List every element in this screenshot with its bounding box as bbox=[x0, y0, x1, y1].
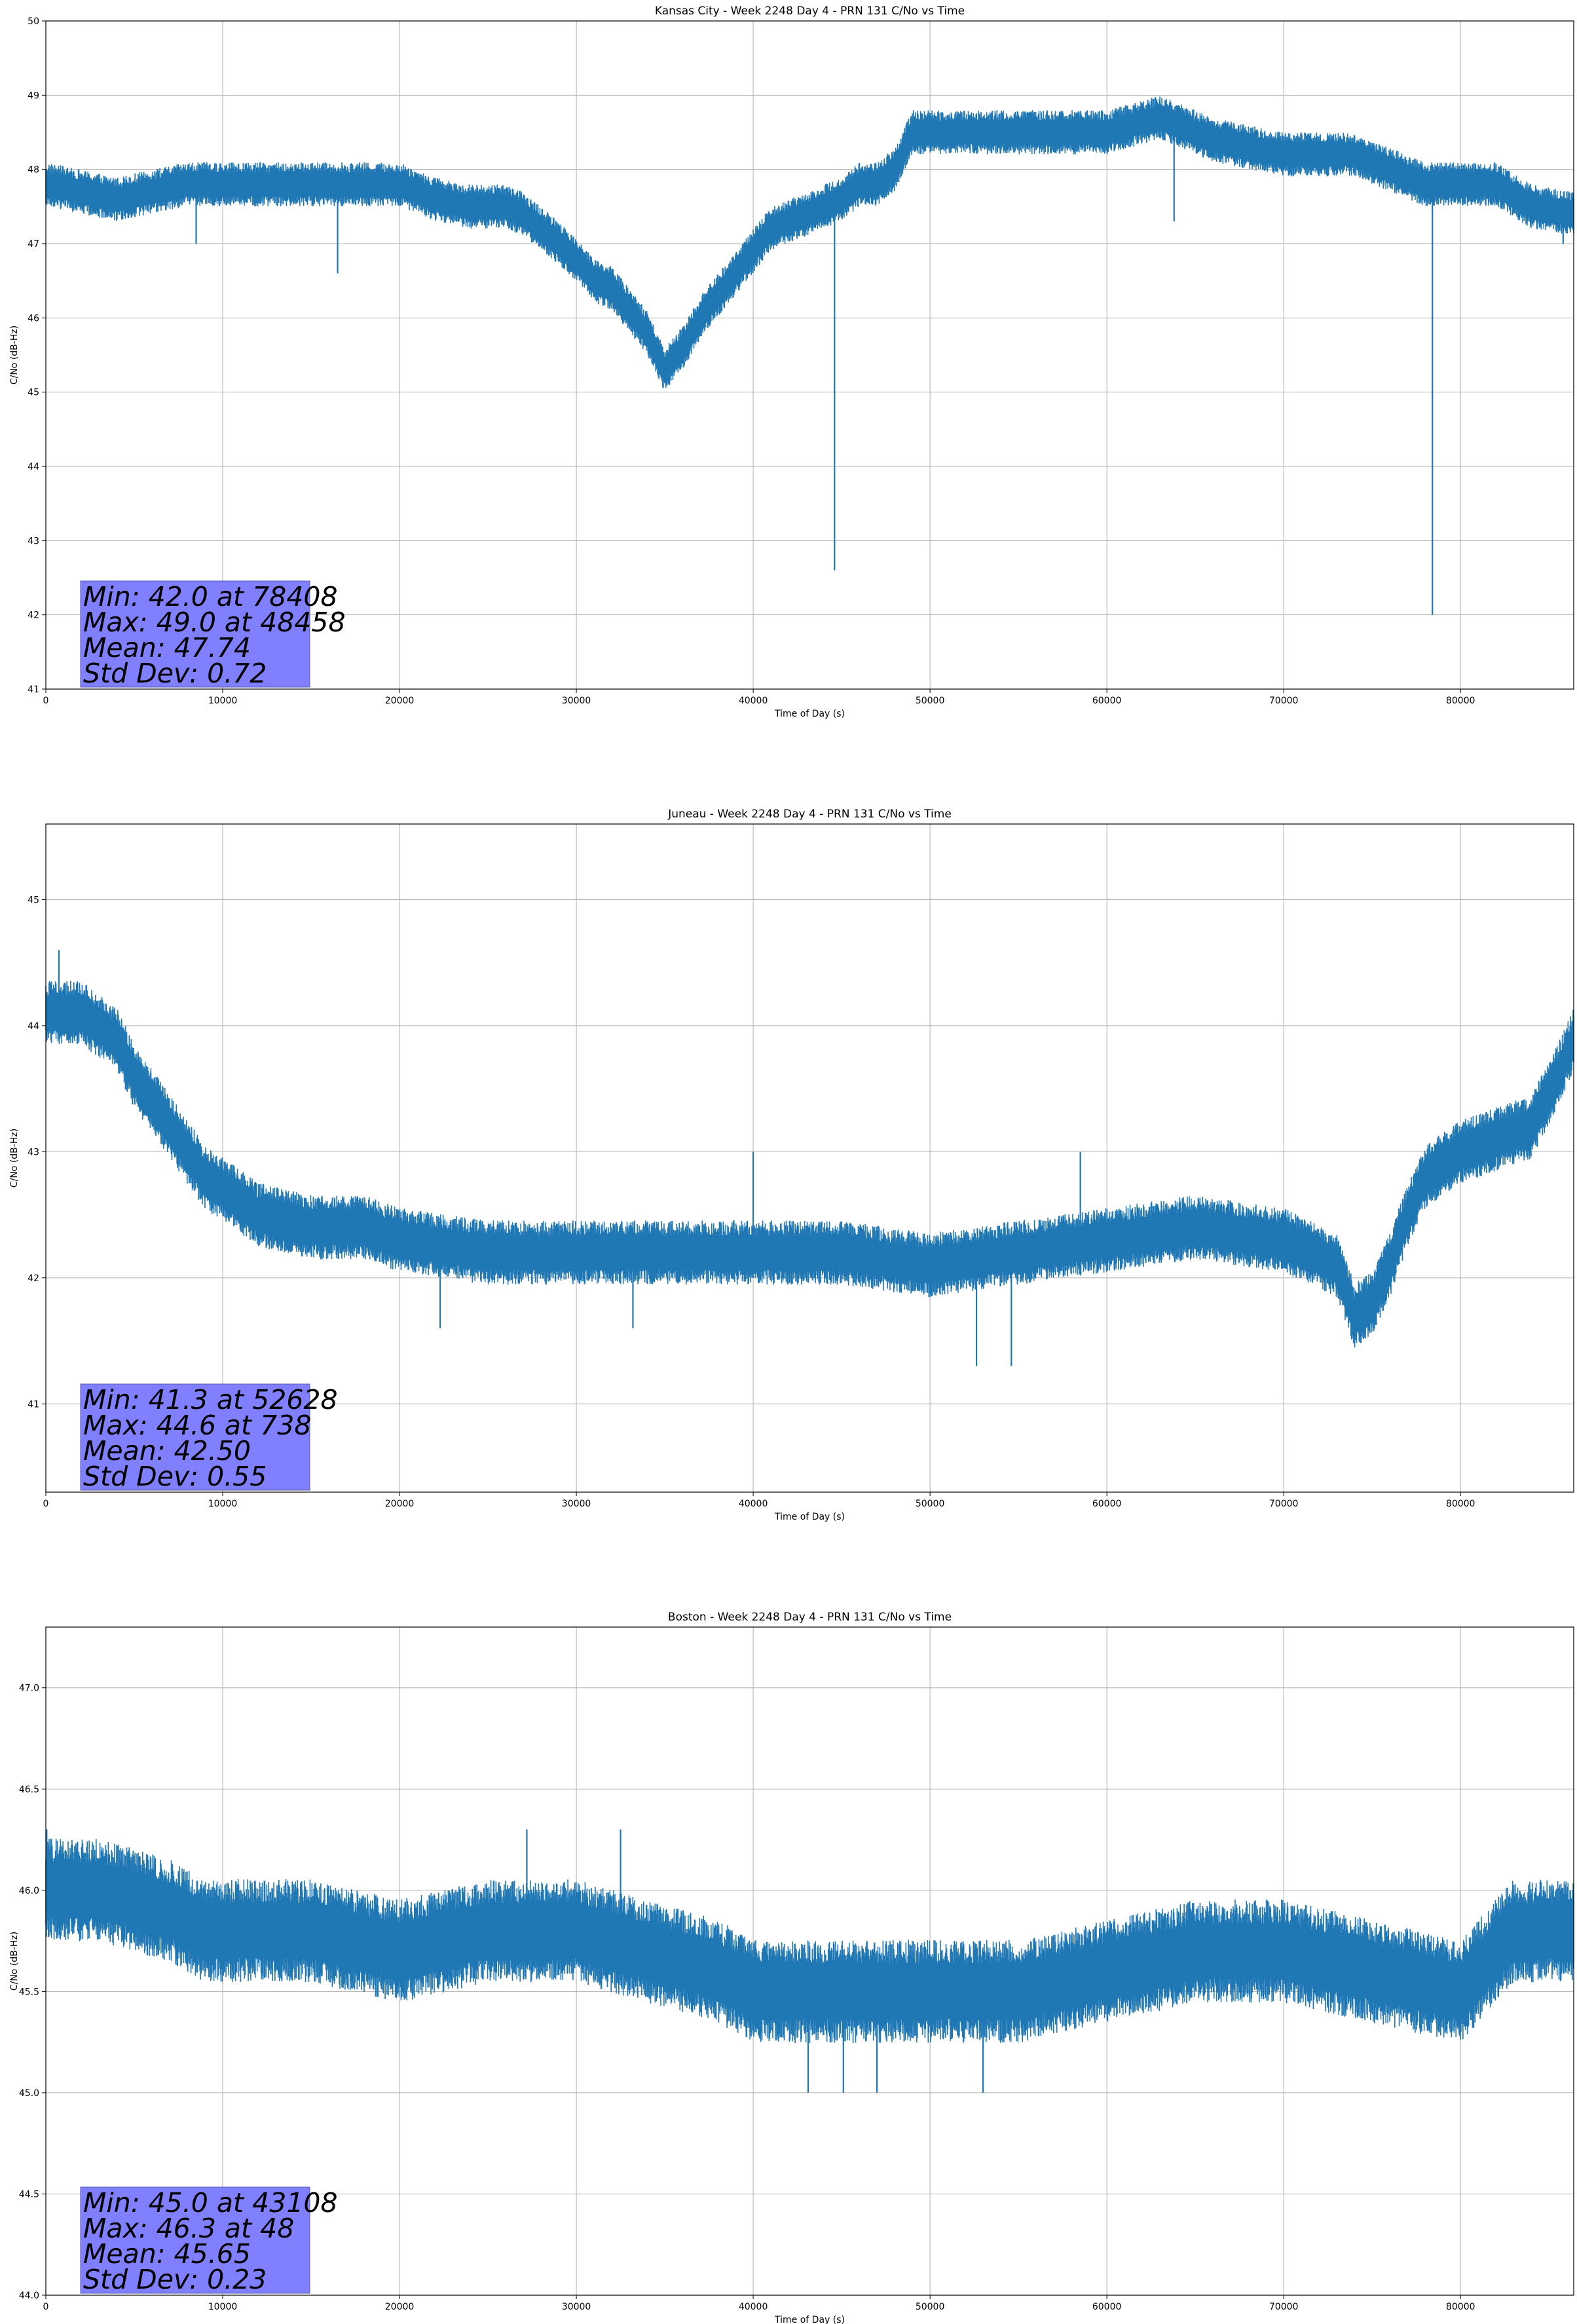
y-tick-label: 44 bbox=[28, 1021, 39, 1032]
stats-line: Std Dev: 0.72 bbox=[83, 658, 267, 689]
y-tick-label: 44.0 bbox=[19, 2291, 39, 2301]
stats-line: Std Dev: 0.23 bbox=[83, 2264, 267, 2295]
y-axis-label: C/No (dB-Hz) bbox=[9, 1129, 20, 1188]
x-tick-label: 70000 bbox=[1269, 696, 1299, 706]
x-axis-label: Time of Day (s) bbox=[774, 2315, 845, 2324]
y-tick-label: 47.0 bbox=[19, 1683, 39, 1694]
y-tick-label: 44.5 bbox=[19, 2189, 39, 2200]
y-tick-label: 47 bbox=[28, 239, 39, 250]
x-tick-label: 60000 bbox=[1092, 1499, 1122, 1509]
stats-line: Mean: 42.50 bbox=[83, 1435, 251, 1467]
x-tick-label: 10000 bbox=[208, 2302, 238, 2312]
chart-title: Kansas City - Week 2248 Day 4 - PRN 131 … bbox=[655, 5, 965, 18]
y-tick-label: 45 bbox=[28, 388, 39, 398]
y-tick-label: 41 bbox=[28, 684, 39, 695]
stats-box bbox=[80, 2186, 310, 2294]
x-axis-label: Time of Day (s) bbox=[774, 709, 845, 719]
x-tick-label: 50000 bbox=[916, 2302, 945, 2312]
x-tick-label: 50000 bbox=[916, 1499, 945, 1509]
stats-box bbox=[80, 580, 310, 688]
plot-frame bbox=[45, 1626, 1574, 2296]
y-tick-label: 43 bbox=[28, 536, 39, 546]
plot-frame bbox=[45, 823, 1574, 1493]
y-tick-label: 46.5 bbox=[19, 1784, 39, 1795]
stats-line: Max: 46.3 at 48 bbox=[83, 2213, 294, 2244]
y-tick-label: 43 bbox=[28, 1147, 39, 1157]
stats-line: Max: 49.0 at 48458 bbox=[83, 607, 346, 638]
x-tick-label: 0 bbox=[43, 696, 49, 706]
x-tick-label: 10000 bbox=[208, 1499, 238, 1509]
y-tick-label: 49 bbox=[28, 90, 39, 101]
x-tick-label: 10000 bbox=[208, 696, 238, 706]
cno-series-line bbox=[45, 1838, 1574, 2044]
stats-line: Mean: 45.65 bbox=[83, 2238, 251, 2270]
x-tick-label: 60000 bbox=[1092, 2302, 1122, 2312]
x-tick-label: 70000 bbox=[1269, 2302, 1299, 2312]
x-tick-label: 50000 bbox=[916, 696, 945, 706]
cno-series-line bbox=[45, 981, 1574, 1348]
y-tick-label: 45 bbox=[28, 895, 39, 905]
y-tick-label: 42 bbox=[28, 610, 39, 621]
y-axis-label: C/No (dB-Hz) bbox=[9, 326, 20, 384]
chart-title: Juneau - Week 2248 Day 4 - PRN 131 C/No … bbox=[667, 808, 952, 821]
stats-line: Min: 41.3 at 52628 bbox=[83, 1384, 338, 1415]
stats-line: Std Dev: 0.55 bbox=[83, 1461, 267, 1492]
x-tick-label: 30000 bbox=[562, 2302, 591, 2312]
y-tick-label: 42 bbox=[28, 1273, 39, 1284]
chart-panel-2: 0 10000 20000 30000 40000 50000 60000 70000 8000… bbox=[9, 808, 1574, 1522]
x-tick-label: 40000 bbox=[739, 1499, 768, 1509]
stats-line: Max: 44.6 at 738 bbox=[83, 1410, 311, 1441]
x-tick-label: 30000 bbox=[562, 696, 591, 706]
x-tick-label: 20000 bbox=[385, 2302, 415, 2312]
y-tick-label: 48 bbox=[28, 165, 39, 176]
x-tick-label: 80000 bbox=[1446, 696, 1475, 706]
plot-frame bbox=[45, 20, 1574, 690]
y-tick-label: 44 bbox=[28, 462, 39, 472]
y-axis-label: C/No (dB-Hz) bbox=[9, 1932, 20, 1991]
x-axis-label: Time of Day (s) bbox=[774, 1512, 845, 1522]
chart-panel-1: 0 10000 20000 30000 40000 50000 60000 70000 8000… bbox=[9, 5, 1574, 719]
x-tick-label: 80000 bbox=[1446, 1499, 1475, 1509]
y-tick-label: 46 bbox=[28, 313, 39, 324]
stats-line: Min: 45.0 at 43108 bbox=[83, 2187, 338, 2219]
x-tick-label: 0 bbox=[43, 1499, 49, 1509]
x-tick-label: 70000 bbox=[1269, 1499, 1299, 1509]
y-tick-label: 45.0 bbox=[19, 2088, 39, 2099]
x-tick-label: 0 bbox=[43, 2302, 49, 2312]
stats-line: Min: 42.0 at 78408 bbox=[83, 581, 338, 612]
cno-series-line bbox=[45, 96, 1574, 388]
y-tick-label: 41 bbox=[28, 1399, 39, 1410]
y-tick-label: 50 bbox=[28, 16, 39, 27]
x-tick-label: 80000 bbox=[1446, 2302, 1475, 2312]
x-tick-label: 20000 bbox=[385, 696, 415, 706]
chart-panel-3: 0 10000 20000 30000 40000 50000 60000 70000 8000… bbox=[9, 1611, 1574, 2324]
x-tick-label: 40000 bbox=[739, 2302, 768, 2312]
x-tick-label: 40000 bbox=[739, 696, 768, 706]
x-tick-label: 60000 bbox=[1092, 696, 1122, 706]
chart-title: Boston - Week 2248 Day 4 - PRN 131 C/No … bbox=[668, 1611, 952, 1624]
stats-box bbox=[80, 1383, 310, 1491]
y-tick-label: 45.5 bbox=[19, 1987, 39, 1997]
stats-line: Mean: 47.74 bbox=[83, 632, 251, 664]
x-tick-label: 30000 bbox=[562, 1499, 591, 1509]
y-tick-label: 46.0 bbox=[19, 1886, 39, 1896]
x-tick-label: 20000 bbox=[385, 1499, 415, 1509]
